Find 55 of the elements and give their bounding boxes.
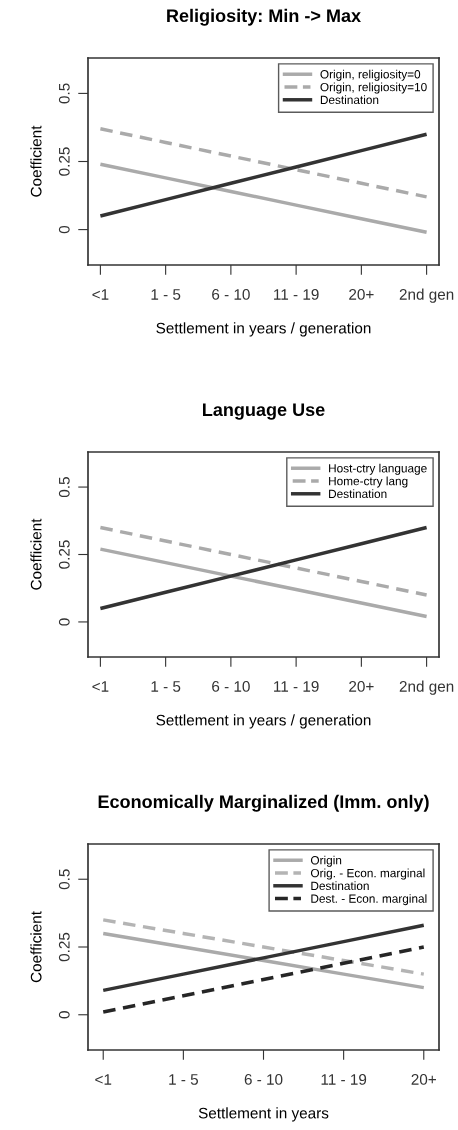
y-tick-label: 0.25 bbox=[58, 540, 70, 569]
x-tick-label: 11 - 19 bbox=[321, 1074, 367, 1085]
x-tick-label: <1 bbox=[95, 1074, 112, 1085]
legend-label: Origin, religiosity=0 bbox=[320, 69, 421, 81]
legend-label: Dest. - Econ. marginal bbox=[311, 894, 427, 906]
line-series bbox=[98, 127, 429, 199]
legend-label: Origin bbox=[310, 855, 342, 867]
x-tick-label: 6 - 10 bbox=[244, 1074, 283, 1085]
x-tick-label: 1 - 5 bbox=[169, 1074, 199, 1085]
line-series bbox=[98, 132, 429, 218]
legend-label: Origin, religiosity=10 bbox=[320, 82, 427, 94]
y-axis-title: Coefficient bbox=[30, 518, 42, 590]
legend-label: Orig. - Econ. marginal bbox=[310, 868, 425, 880]
y-axis-title: Coefficient bbox=[30, 911, 42, 983]
chart-title: Religiosity: Min -> Max bbox=[167, 8, 361, 26]
line-series bbox=[98, 525, 429, 597]
line-series bbox=[98, 162, 429, 235]
y-tick-label: 0.25 bbox=[58, 932, 70, 962]
y-tick-label: 0.5 bbox=[58, 477, 70, 498]
x-axis-title: Settlement in years / generation bbox=[156, 714, 371, 729]
x-tick-label: 1 - 5 bbox=[151, 681, 181, 692]
x-tick-label: 20+ bbox=[411, 1074, 436, 1085]
x-tick-label: <1 bbox=[92, 681, 109, 692]
x-tick-label: 6 - 10 bbox=[212, 289, 250, 300]
legend-label: Destination bbox=[311, 881, 369, 891]
y-tick-label: 0 bbox=[58, 1011, 70, 1019]
line-series bbox=[101, 945, 426, 1014]
line-series bbox=[98, 525, 429, 611]
y-axis-title: Coefficient bbox=[30, 125, 42, 197]
x-tick-label: 11 - 19 bbox=[274, 289, 319, 300]
y-tick-label: 0.25 bbox=[58, 147, 70, 176]
x-tick-label: 2nd gen bbox=[399, 680, 454, 695]
y-tick-label: 0.5 bbox=[58, 83, 70, 104]
line-series bbox=[101, 923, 426, 993]
line-series bbox=[101, 931, 426, 990]
x-tick-label: 1 - 5 bbox=[151, 289, 181, 300]
x-tick-label: 20+ bbox=[349, 681, 374, 692]
line-series bbox=[101, 918, 426, 976]
x-tick-label: 6 - 10 bbox=[212, 681, 250, 692]
x-tick-label: 2nd gen bbox=[399, 288, 454, 303]
legend-label: Destination bbox=[329, 489, 387, 499]
x-axis-title: Settlement in years / generation bbox=[156, 322, 371, 337]
x-tick-label: 11 - 19 bbox=[274, 681, 319, 692]
legend-label: Home-ctry lang bbox=[329, 476, 408, 488]
y-tick-label: 0.5 bbox=[58, 869, 70, 890]
line-series bbox=[98, 547, 429, 619]
legend-label: Destination bbox=[320, 95, 379, 105]
chart-title: Language Use bbox=[203, 403, 325, 420]
legend-label: Host-ctry language bbox=[329, 463, 427, 475]
y-tick-label: 0 bbox=[58, 225, 70, 234]
chart-title: Economically Marginalized (Imm. only) bbox=[98, 794, 429, 812]
x-axis-title: Settlement in years bbox=[198, 1107, 329, 1122]
y-tick-label: 0 bbox=[58, 618, 70, 626]
x-tick-label: <1 bbox=[92, 289, 109, 300]
x-tick-label: 20+ bbox=[349, 289, 374, 300]
